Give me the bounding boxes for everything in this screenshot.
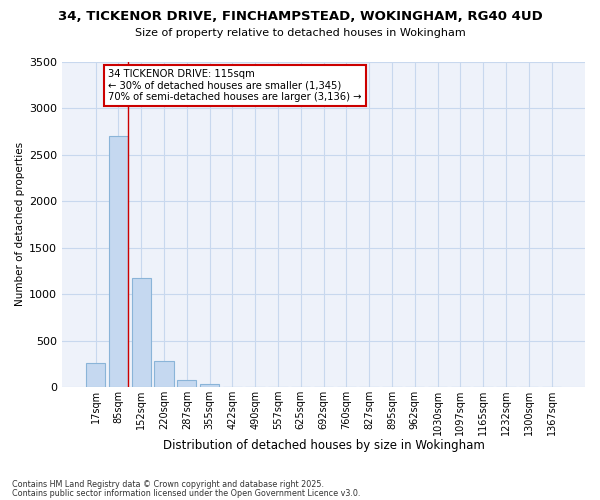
Text: Contains public sector information licensed under the Open Government Licence v3: Contains public sector information licen…: [12, 488, 361, 498]
Y-axis label: Number of detached properties: Number of detached properties: [15, 142, 25, 306]
Text: 34 TICKENOR DRIVE: 115sqm
← 30% of detached houses are smaller (1,345)
70% of se: 34 TICKENOR DRIVE: 115sqm ← 30% of detac…: [108, 69, 362, 102]
Bar: [131, 278, 151, 387]
Text: Contains HM Land Registry data © Crown copyright and database right 2025.: Contains HM Land Registry data © Crown c…: [12, 480, 324, 489]
Bar: [109, 136, 128, 387]
Bar: [86, 363, 105, 387]
Bar: [177, 380, 196, 387]
Bar: [154, 360, 173, 387]
Text: 34, TICKENOR DRIVE, FINCHAMPSTEAD, WOKINGHAM, RG40 4UD: 34, TICKENOR DRIVE, FINCHAMPSTEAD, WOKIN…: [58, 10, 542, 23]
X-axis label: Distribution of detached houses by size in Wokingham: Distribution of detached houses by size …: [163, 440, 485, 452]
Text: Size of property relative to detached houses in Wokingham: Size of property relative to detached ho…: [134, 28, 466, 38]
Bar: [200, 384, 219, 387]
